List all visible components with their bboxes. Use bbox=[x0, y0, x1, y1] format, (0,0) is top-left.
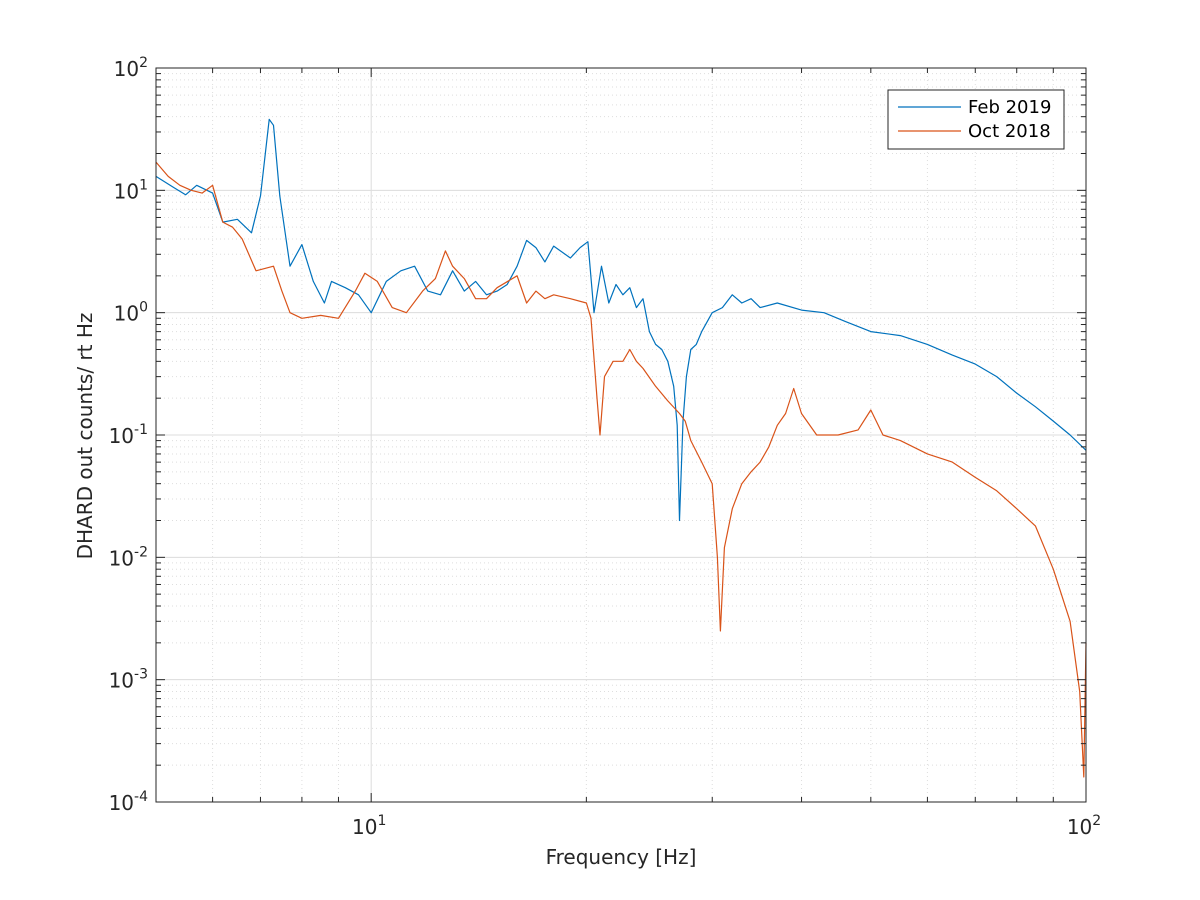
minor-grid bbox=[155, 68, 1086, 802]
y-tick-label: 102 bbox=[114, 55, 148, 81]
legend-label: Oct 2018 bbox=[968, 121, 1051, 142]
y-tick-exponent: 0 bbox=[139, 300, 148, 316]
y-tick-exponent: 2 bbox=[139, 55, 148, 71]
y-axis-label: DHARD out counts/ rt Hz bbox=[73, 313, 97, 560]
y-tick-base: 10 bbox=[114, 302, 139, 326]
y-tick-label: 100 bbox=[114, 300, 148, 326]
y-tick-label: 101 bbox=[114, 177, 148, 203]
y-tick-label: 10-2 bbox=[109, 544, 148, 570]
series-layer bbox=[155, 118, 1087, 778]
axis-ticks bbox=[155, 67, 1087, 803]
x-axis-label: Frequency [Hz] bbox=[546, 845, 697, 869]
y-tick-base: 10 bbox=[114, 179, 139, 203]
y-tick-exponent: 1 bbox=[139, 177, 148, 193]
y-tick-label: 10-3 bbox=[109, 667, 148, 693]
legend-label: Feb 2019 bbox=[968, 97, 1051, 118]
y-tick-label: 10-1 bbox=[109, 422, 148, 448]
x-tick-label: 101 bbox=[352, 813, 386, 839]
x-tick-exponent: 1 bbox=[377, 813, 386, 829]
y-tick-exponent: -2 bbox=[134, 544, 148, 560]
y-tick-base: 10 bbox=[109, 669, 134, 693]
x-tick-base: 10 bbox=[1067, 815, 1092, 839]
y-tick-base: 10 bbox=[109, 546, 134, 570]
y-tick-label: 10-4 bbox=[109, 789, 149, 815]
y-tick-base: 10 bbox=[114, 57, 139, 81]
series-line-oct-2018 bbox=[155, 161, 1087, 778]
y-tick-base: 10 bbox=[109, 791, 134, 815]
legend-box bbox=[887, 89, 1065, 150]
x-tick-exponent: 2 bbox=[1092, 813, 1101, 829]
y-tick-exponent: -4 bbox=[134, 789, 148, 805]
y-tick-exponent: -1 bbox=[134, 422, 148, 438]
y-tick-exponent: -3 bbox=[134, 667, 148, 683]
y-tick-base: 10 bbox=[109, 424, 134, 448]
x-tick-label: 102 bbox=[1067, 813, 1101, 839]
series-line-feb-2019 bbox=[155, 118, 1087, 522]
x-tick-base: 10 bbox=[352, 815, 377, 839]
legend: Feb 2019 Oct 2018 bbox=[887, 89, 1065, 150]
x-tick-labels: 101 102 bbox=[352, 813, 1101, 839]
